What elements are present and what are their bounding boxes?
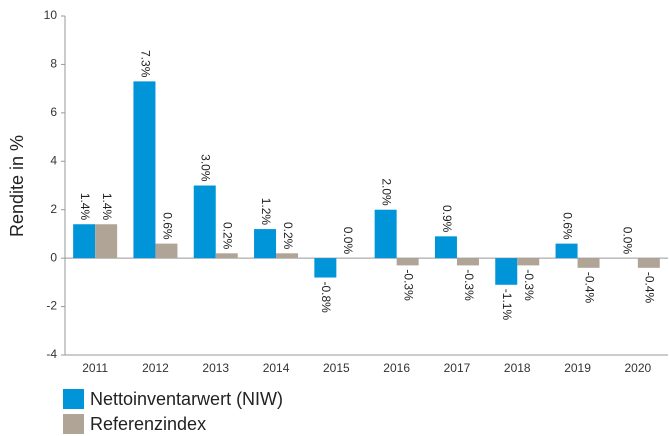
bar	[254, 229, 277, 259]
value-label: -0.8%	[319, 282, 333, 314]
y-tick-label: 2	[50, 202, 57, 216]
y-tick-label: 6	[50, 105, 57, 119]
value-label: -0.4%	[582, 272, 596, 304]
bar	[555, 243, 578, 259]
y-tick-label: 8	[50, 57, 57, 71]
bar	[434, 236, 457, 259]
bar	[396, 258, 419, 266]
bar	[95, 224, 118, 259]
bar	[637, 258, 660, 268]
bar	[215, 253, 238, 259]
y-tick-label: -2	[46, 299, 57, 313]
value-label: 0.0%	[621, 227, 635, 255]
bar	[495, 258, 518, 285]
x-tick-label: 2014	[263, 361, 290, 375]
value-label: -0.4%	[643, 272, 657, 304]
x-tick-label: 2011	[82, 361, 108, 375]
y-axis-label: Rendite in %	[7, 135, 27, 237]
bar	[193, 185, 216, 259]
legend-swatch	[63, 414, 84, 434]
y-tick-label: 0	[50, 250, 57, 264]
value-label: 7.3%	[138, 50, 152, 78]
bar	[73, 224, 96, 259]
value-label: -0.3%	[462, 269, 476, 301]
value-label: 1.4%	[78, 193, 92, 221]
value-label: 1.2%	[259, 198, 273, 226]
bar	[133, 81, 156, 259]
bar	[276, 253, 299, 259]
value-label: 0.9%	[440, 205, 454, 233]
value-label: 0.6%	[160, 212, 174, 240]
x-tick-label: 2015	[323, 361, 350, 375]
value-label: 2.0%	[379, 178, 393, 206]
y-tick-label: 4	[50, 153, 57, 167]
y-tick-label: -4	[46, 347, 57, 361]
legend-label: Nettoinventarwert (NIW)	[90, 389, 283, 409]
legend-label: Referenzindex	[90, 414, 206, 434]
x-tick-label: 2017	[444, 361, 471, 375]
value-label: 1.4%	[100, 193, 114, 221]
bar	[517, 258, 540, 266]
x-tick-label: 2012	[142, 361, 169, 375]
value-label: -0.3%	[522, 269, 536, 301]
legend-swatch	[63, 389, 84, 409]
x-tick-label: 2020	[624, 361, 651, 375]
bar	[456, 258, 479, 266]
x-tick-label: 2016	[383, 361, 410, 375]
value-label: 0.6%	[560, 212, 574, 240]
bar	[374, 209, 397, 259]
x-tick-label: 2013	[202, 361, 229, 375]
value-label: 0.2%	[221, 222, 235, 250]
y-tick-label: 10	[44, 8, 58, 22]
value-label: -1.1%	[500, 289, 514, 321]
bar	[577, 258, 600, 268]
value-label: 0.0%	[341, 227, 355, 255]
value-label: 3.0%	[199, 154, 213, 182]
x-tick-label: 2019	[564, 361, 591, 375]
value-label: -0.3%	[401, 269, 415, 301]
bar	[155, 243, 178, 259]
value-label: 0.2%	[281, 222, 295, 250]
x-tick-label: 2018	[504, 361, 531, 375]
bar	[314, 258, 337, 278]
